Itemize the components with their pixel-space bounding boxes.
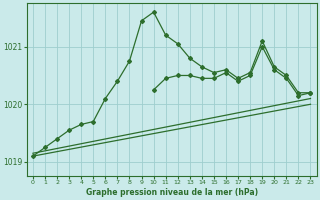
X-axis label: Graphe pression niveau de la mer (hPa): Graphe pression niveau de la mer (hPa) bbox=[86, 188, 258, 197]
